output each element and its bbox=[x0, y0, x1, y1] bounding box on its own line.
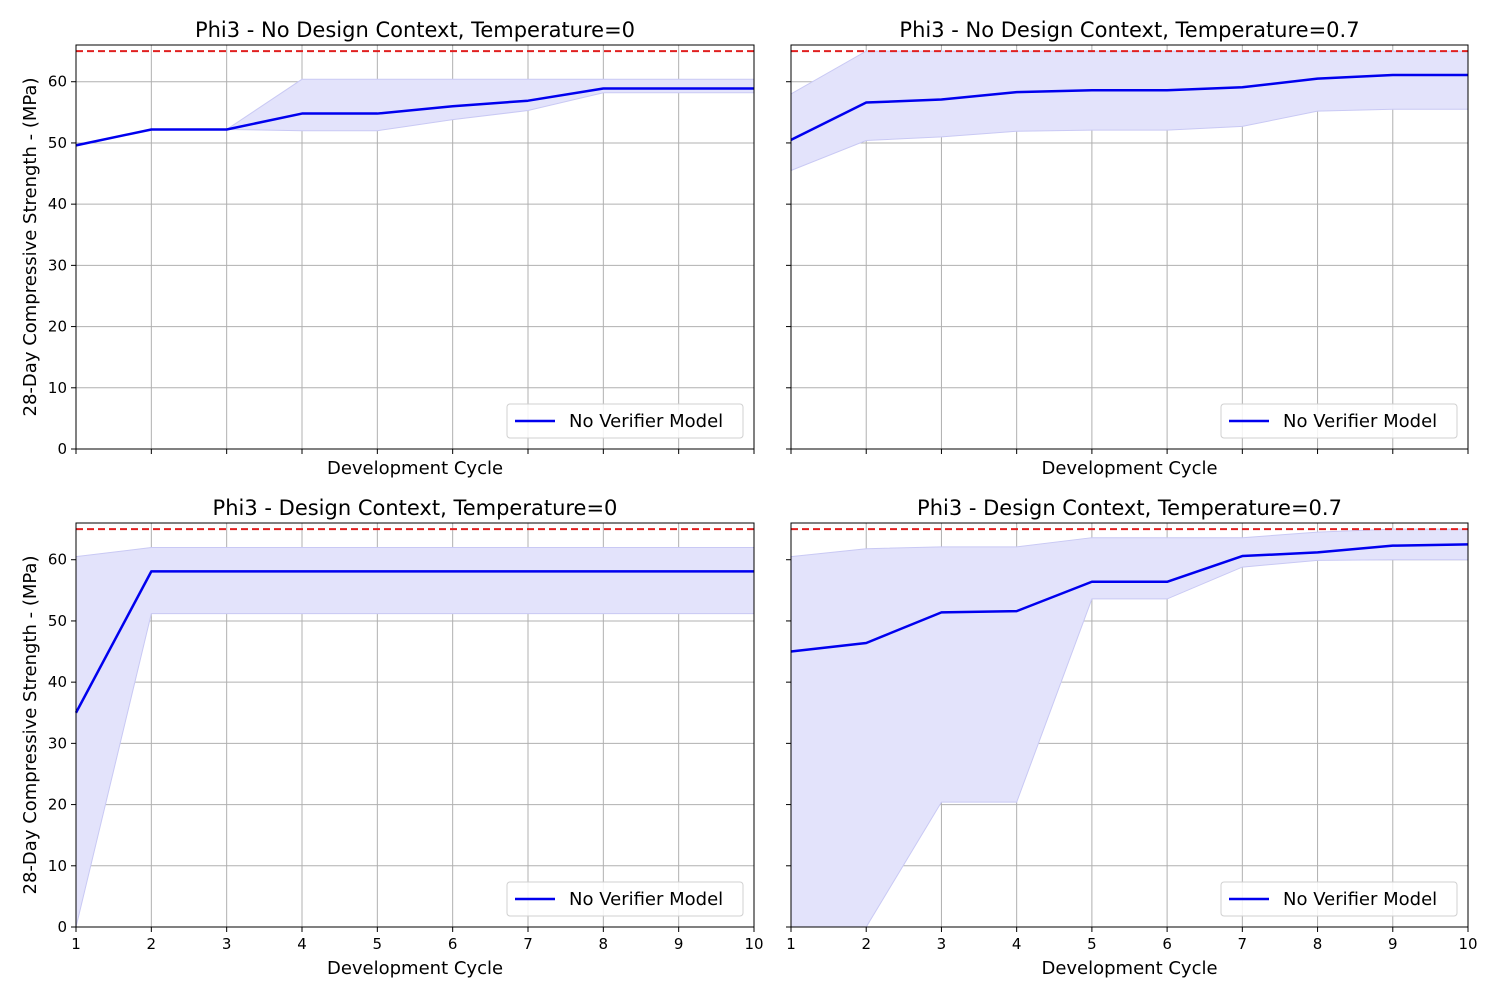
y-tick-label: 30 bbox=[48, 256, 67, 274]
x-tick-label: 4 bbox=[1012, 935, 1022, 953]
legend: No Verifier Model bbox=[506, 403, 744, 439]
y-tick-label: 60 bbox=[48, 73, 67, 91]
chart-panel-4: 1 2 3 4 5 6 7 8 9 10 Phi3 - Design Context, Temper… bbox=[786, 496, 1478, 979]
x-axis-label: Development Cycle bbox=[327, 458, 503, 479]
series-line bbox=[75, 87, 754, 147]
legend-label: No Verifier Model bbox=[1283, 411, 1437, 432]
chart-title: Phi3 - No Design Context, Temperature=0 bbox=[195, 18, 635, 42]
x-tick-label: 6 bbox=[448, 935, 458, 953]
x-tick-label: 5 bbox=[1087, 935, 1097, 953]
legend-box bbox=[1220, 881, 1458, 917]
x-tick-label: 8 bbox=[599, 935, 609, 953]
x-tick-label: 7 bbox=[523, 935, 533, 953]
chart-panel-2: Phi3 - No Design Context, Temperature=0.… bbox=[786, 18, 1469, 479]
y-tick-label: 40 bbox=[48, 673, 67, 691]
chart-title: Phi3 - Design Context, Temperature=0.7 bbox=[917, 496, 1342, 520]
legend-box bbox=[506, 403, 744, 439]
y-tick-label: 10 bbox=[48, 857, 67, 875]
chart-panel-3: 1 2 3 4 5 6 7 8 9 10 0 10 20 30 40 50 60 Phi3 - Design Co… bbox=[20, 496, 764, 979]
y-tick-label: 0 bbox=[57, 440, 67, 458]
x-tick-label: 8 bbox=[1313, 935, 1323, 953]
chart-title: Phi3 - Design Context, Temperature=0 bbox=[213, 496, 618, 520]
x-tick-label: 2 bbox=[861, 935, 871, 953]
y-axis-label: 28-Day Compressive Strength - (MPa) bbox=[20, 556, 41, 895]
x-tick-label: 4 bbox=[297, 935, 307, 953]
series-line bbox=[74, 570, 754, 714]
x-tick-label: 3 bbox=[937, 935, 947, 953]
legend: No Verifier Model bbox=[1220, 403, 1458, 439]
axes-frame bbox=[75, 44, 755, 450]
axes-frame bbox=[790, 522, 1469, 928]
y-tick-label: 20 bbox=[48, 318, 67, 336]
axes-frame bbox=[75, 522, 755, 928]
y-tick-label: 50 bbox=[48, 134, 67, 152]
x-axis-label: Development Cycle bbox=[1041, 458, 1217, 479]
y-tick-label: 60 bbox=[48, 551, 67, 569]
y-tick-label: 40 bbox=[48, 195, 67, 213]
legend-box bbox=[506, 881, 744, 917]
axes-frame bbox=[790, 44, 1469, 450]
chart-title: Phi3 - No Design Context, Temperature=0.… bbox=[899, 18, 1359, 42]
y-tick-label: 30 bbox=[48, 734, 67, 752]
y-tick-label: 20 bbox=[48, 796, 67, 814]
x-tick-label: 7 bbox=[1238, 935, 1248, 953]
y-tick-label: 50 bbox=[48, 612, 67, 630]
legend: No Verifier Model bbox=[506, 881, 744, 917]
y-tick-label: 10 bbox=[48, 379, 67, 397]
x-tick-label: 1 bbox=[786, 935, 796, 953]
x-tick-label: 10 bbox=[1458, 935, 1477, 953]
legend: No Verifier Model bbox=[1220, 881, 1458, 917]
series-line bbox=[790, 73, 1468, 141]
x-tick-label: 2 bbox=[147, 935, 157, 953]
x-tick-label: 3 bbox=[222, 935, 232, 953]
x-tick-label: 9 bbox=[674, 935, 684, 953]
x-tick-label: 9 bbox=[1388, 935, 1398, 953]
x-axis-label: Development Cycle bbox=[327, 958, 503, 979]
x-tick-label: 1 bbox=[71, 935, 81, 953]
series-line bbox=[790, 543, 1469, 653]
x-tick-label: 10 bbox=[744, 935, 763, 953]
y-axis-label: 28-Day Compressive Strength - (MPa) bbox=[20, 78, 41, 417]
legend-box bbox=[1220, 403, 1458, 439]
x-axis-label: Development Cycle bbox=[1041, 958, 1217, 979]
legend-label: No Verifier Model bbox=[569, 411, 723, 432]
legend-label: No Verifier Model bbox=[1283, 889, 1437, 910]
legend-label: No Verifier Model bbox=[569, 889, 723, 910]
y-tick-label: 0 bbox=[57, 918, 67, 936]
x-tick-label: 6 bbox=[1162, 935, 1172, 953]
chart-panel-1: 0 10 20 30 40 50 60 Phi3 - No Design Context, T… bbox=[20, 18, 755, 479]
x-tick-label: 5 bbox=[373, 935, 383, 953]
